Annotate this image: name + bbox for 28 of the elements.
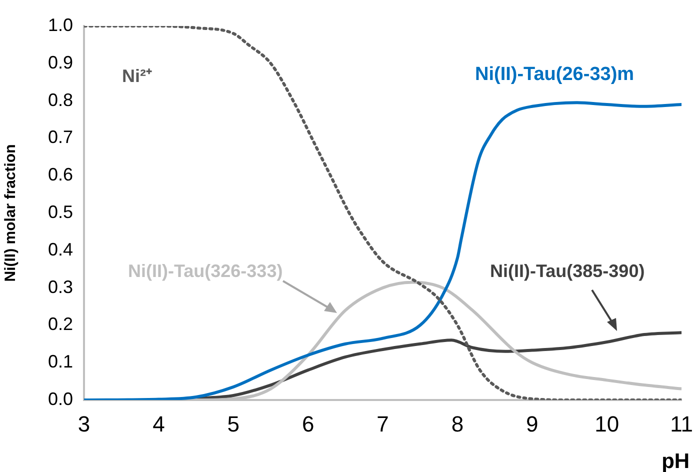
x-tick-label: 9 bbox=[526, 411, 538, 436]
x-tick-label: 8 bbox=[451, 411, 464, 436]
text: Ni²⁺ bbox=[122, 66, 152, 86]
y-tick-label: 0.9 bbox=[48, 52, 73, 72]
y-tick-label: 0.8 bbox=[48, 90, 73, 110]
y-axis-title: Ni(II) molar fraction bbox=[2, 144, 20, 282]
x-tick-label: 11 bbox=[670, 411, 694, 436]
y-tick-label: 0.3 bbox=[48, 276, 73, 297]
y-tick-label: 0.1 bbox=[48, 352, 73, 372]
x-tick-label: 3 bbox=[78, 411, 90, 436]
y-tick-label: 1.0 bbox=[48, 14, 73, 35]
x-tick-label: 7 bbox=[376, 411, 389, 436]
y-tick-label: 0.6 bbox=[48, 164, 73, 185]
y-tick-label: 0.4 bbox=[48, 239, 73, 260]
y-tick-label: 0.5 bbox=[48, 202, 73, 222]
text: Ni(II)-Tau(326-333) bbox=[128, 261, 283, 281]
text: Ni(II)-Tau(385-390) bbox=[490, 261, 645, 281]
line-series bbox=[84, 26, 682, 400]
x-tick-label: 4 bbox=[152, 411, 165, 436]
series-label: Ni(II)-Tau(26-33)m bbox=[475, 64, 634, 85]
line-series bbox=[194, 331, 682, 400]
y-tick-label: 0.7 bbox=[48, 127, 73, 148]
x-tick-label: 10 bbox=[594, 411, 620, 436]
y-tick-label: 0.2 bbox=[48, 314, 73, 334]
x-tick-label: 6 bbox=[302, 411, 314, 436]
y-tick-label: 0.0 bbox=[48, 388, 73, 409]
x-tick-label: 5 bbox=[227, 411, 240, 436]
x-axis-title: pH bbox=[662, 450, 690, 472]
